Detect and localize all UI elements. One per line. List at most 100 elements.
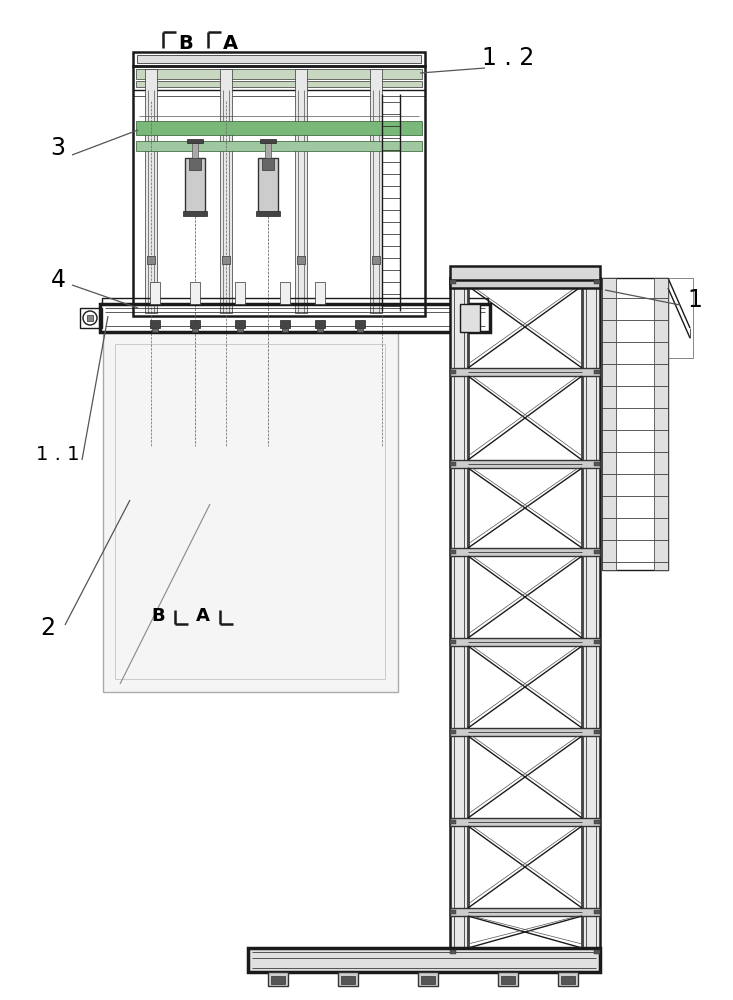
Bar: [450, 910, 456, 914]
Bar: [189, 158, 201, 170]
Bar: [87, 315, 93, 321]
Bar: [460, 304, 480, 332]
Bar: [450, 368, 600, 376]
Bar: [594, 370, 600, 374]
Bar: [338, 972, 358, 986]
Bar: [450, 820, 456, 824]
Bar: [450, 460, 600, 468]
Bar: [237, 328, 243, 332]
Bar: [183, 211, 207, 216]
Bar: [248, 948, 600, 972]
Bar: [450, 278, 600, 286]
Bar: [192, 328, 198, 332]
Bar: [450, 730, 456, 734]
Bar: [357, 328, 363, 332]
Bar: [133, 52, 425, 66]
Bar: [187, 139, 203, 143]
Bar: [450, 950, 456, 954]
Text: A: A: [196, 607, 210, 625]
Bar: [594, 280, 600, 284]
Bar: [145, 69, 157, 313]
Text: 1 . 2: 1 . 2: [482, 46, 534, 70]
Bar: [260, 139, 276, 143]
Bar: [190, 282, 200, 304]
Bar: [654, 278, 668, 570]
Bar: [450, 548, 600, 556]
Bar: [498, 972, 518, 986]
Bar: [594, 910, 600, 914]
Bar: [450, 278, 468, 948]
Bar: [594, 730, 600, 734]
Bar: [594, 820, 600, 824]
Bar: [102, 298, 488, 304]
Bar: [450, 278, 600, 288]
Bar: [450, 640, 456, 644]
Bar: [137, 55, 421, 63]
Bar: [501, 976, 515, 984]
Bar: [268, 972, 288, 986]
Bar: [150, 282, 160, 304]
Bar: [450, 370, 456, 374]
Bar: [150, 320, 160, 328]
Bar: [341, 976, 355, 984]
Bar: [602, 278, 668, 570]
Text: 4: 4: [51, 268, 65, 292]
Bar: [370, 69, 382, 313]
Bar: [192, 141, 198, 159]
Text: 1: 1: [688, 288, 702, 312]
Text: 2: 2: [40, 616, 56, 640]
Bar: [372, 256, 380, 264]
Bar: [136, 141, 422, 151]
Bar: [450, 818, 600, 826]
Bar: [418, 972, 438, 986]
Bar: [317, 328, 323, 332]
Text: B: B: [178, 34, 193, 53]
Bar: [222, 256, 230, 264]
Bar: [295, 69, 307, 313]
Bar: [280, 320, 290, 328]
Bar: [450, 280, 456, 284]
Bar: [450, 462, 456, 466]
Bar: [80, 308, 102, 328]
Bar: [421, 976, 435, 984]
Bar: [265, 141, 271, 159]
Text: 3: 3: [51, 136, 65, 160]
Bar: [133, 66, 425, 316]
Bar: [450, 728, 600, 736]
Bar: [100, 304, 490, 332]
Bar: [220, 69, 232, 313]
Bar: [582, 278, 600, 948]
Bar: [450, 948, 600, 956]
Bar: [282, 328, 288, 332]
Bar: [152, 328, 158, 332]
Bar: [258, 158, 278, 213]
Bar: [147, 256, 155, 264]
Bar: [315, 320, 325, 328]
Bar: [136, 69, 422, 79]
Bar: [235, 320, 245, 328]
Bar: [271, 976, 285, 984]
Bar: [450, 550, 456, 554]
Bar: [136, 81, 422, 87]
Bar: [262, 158, 274, 170]
Bar: [558, 972, 578, 986]
Bar: [115, 344, 385, 679]
Text: 1 . 1: 1 . 1: [36, 446, 80, 464]
Bar: [235, 282, 245, 304]
Bar: [594, 640, 600, 644]
Bar: [103, 332, 398, 692]
Bar: [450, 908, 600, 916]
Text: A: A: [223, 34, 238, 53]
Text: B: B: [152, 607, 165, 625]
Bar: [280, 282, 290, 304]
Bar: [185, 158, 205, 213]
Bar: [190, 320, 200, 328]
Bar: [594, 550, 600, 554]
Bar: [136, 121, 422, 135]
Bar: [602, 278, 616, 570]
Bar: [297, 256, 305, 264]
Bar: [668, 278, 693, 358]
Bar: [594, 462, 600, 466]
Bar: [256, 211, 280, 216]
Bar: [315, 282, 325, 304]
